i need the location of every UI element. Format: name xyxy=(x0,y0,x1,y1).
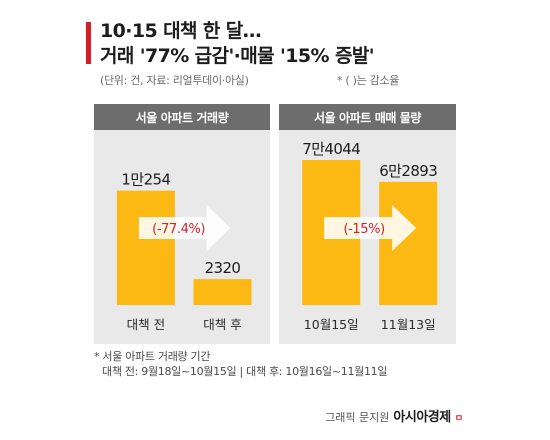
value-label-1: 7만4044 xyxy=(302,140,360,158)
change-arrow xyxy=(324,205,417,251)
footnote-line1: * 서울 아파트 거래량 기간 xyxy=(94,350,211,363)
chart-title-listings: 서울 아파트 매매 물량 xyxy=(279,104,456,130)
brand-mark-icon: ㅁ xyxy=(454,414,463,424)
chart-transactions: 1만254 대책 전 2320 대책 후 (-77.4%) xyxy=(116,171,252,332)
category-label-1: 10월15일 xyxy=(304,317,359,332)
chart-listings: 7만4044 10월15일 6만2893 11월13일 (-15%) xyxy=(302,140,438,332)
chart-panel-transactions: 서울 아파트 거래량 1만254 대책 전 2320 대책 후 (-77.4%) xyxy=(94,104,270,344)
change-label: (-77.4%) xyxy=(152,222,205,237)
chart-title-transactions: 서울 아파트 거래량 xyxy=(94,104,270,130)
bar-2 xyxy=(193,279,252,305)
page-title: 10·15 대책 한 달… xyxy=(100,20,262,42)
value-label-2: 6만2893 xyxy=(379,162,437,180)
title-accent-bar xyxy=(86,22,91,64)
bar-1 xyxy=(116,190,175,305)
credit-text: 그래픽 문지원 xyxy=(325,411,390,424)
footnote-line2: 대책 전: 9월18일~10월15일 | 대책 후: 10월16일~11월11일 xyxy=(102,365,388,378)
category-label-1: 대책 전 xyxy=(127,317,165,332)
page-subtitle: 거래 '77% 급감'·매물 '15% 증발' xyxy=(100,45,375,67)
change-label: (-15%) xyxy=(343,222,384,237)
brand-logo: 아시아경제 xyxy=(393,410,451,425)
source-note: (단위: 건, 자료: 리얼투데이·아실) xyxy=(100,74,249,87)
category-label-2: 11월13일 xyxy=(381,317,436,332)
change-arrow xyxy=(138,205,231,251)
category-label-2: 대책 후 xyxy=(203,317,241,332)
credit: 그래픽 문지원 아시아경제 ㅁ xyxy=(325,406,463,425)
chart-panel-listings: 서울 아파트 매매 물량 7만4044 10월15일 6만2893 11월13일 (-1… xyxy=(279,104,456,344)
legend-note: * ( )는 감소율 xyxy=(337,74,400,87)
bar-2 xyxy=(379,181,438,305)
value-label-2: 2320 xyxy=(205,259,241,277)
value-label-1: 1만254 xyxy=(121,171,170,189)
